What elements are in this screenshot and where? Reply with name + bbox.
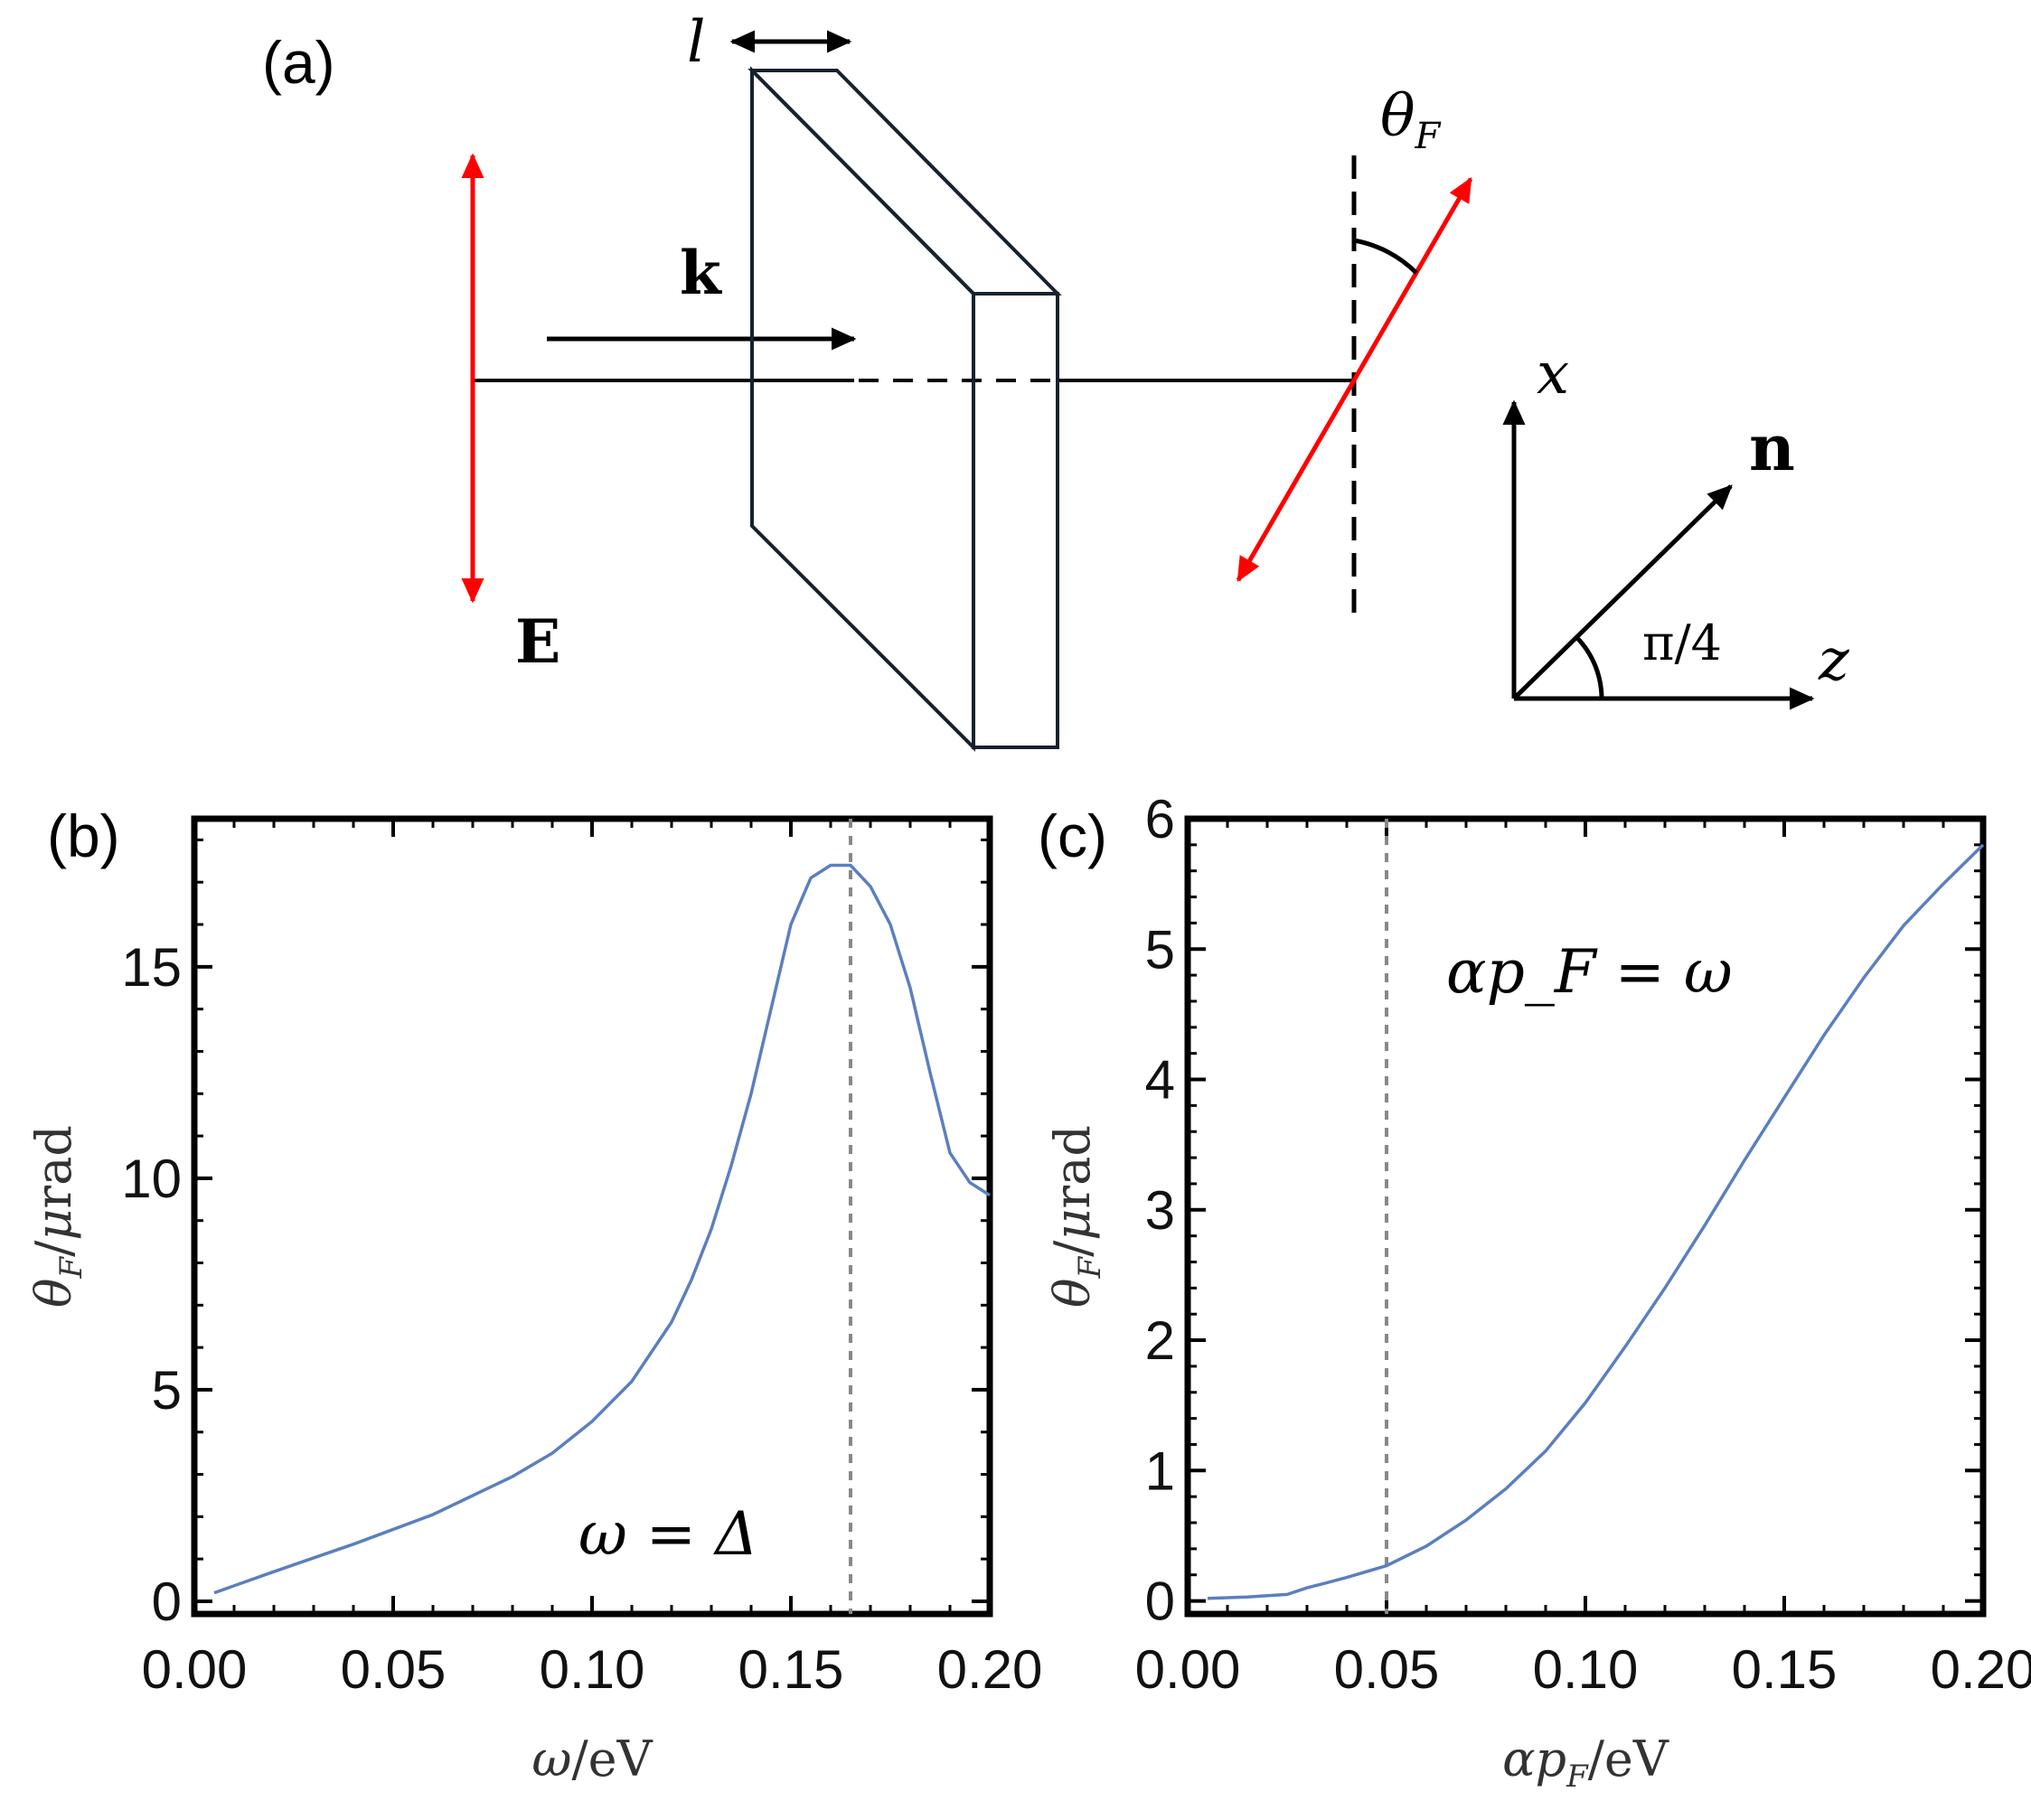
field-label: E (515, 606, 560, 677)
tick-marks-b (193, 819, 992, 1614)
y-tick-label: 1 (1145, 1440, 1175, 1501)
x-axis-label-b: ω/eV (531, 1731, 653, 1787)
axis-x-label: x (1537, 341, 1569, 408)
x-tick-label: 0.10 (540, 1639, 645, 1700)
chart-c: (c) 0.00 0.05 0.10 0.15 0.20 0 1 2 3 4 5 6 αp_F = ω… (1038, 789, 2031, 1795)
x-tick-label: 0.05 (341, 1639, 447, 1700)
y-axis-label-c: θF/μrad (1044, 1125, 1108, 1308)
schematic-panel: (a) E k l θF x z (262, 9, 1850, 752)
annotation-b: ω = Δ (578, 1499, 758, 1569)
tick-marks-c (1186, 817, 1985, 1614)
slab-front-face (750, 66, 975, 752)
pi-over-4-arc (1575, 635, 1604, 699)
annotation-c: αp_F = ω (1446, 937, 1733, 1007)
panel-label-a: (a) (262, 29, 335, 96)
x-tick-label: 0.15 (1732, 1639, 1838, 1700)
x-tick-label: 0.15 (738, 1639, 844, 1700)
vector-n-label: n (1749, 410, 1795, 485)
n-vector-arrow (1512, 484, 1733, 700)
y-tick-label: 6 (1145, 789, 1175, 849)
y-tick-label: 0 (152, 1571, 182, 1632)
x-tick-label: 0.05 (1334, 1639, 1440, 1700)
chart-b: (b) 0.00 0.05 0.10 0.15 0.20 0 5 10 15 ω = Δ ω/e… (25, 802, 1042, 1787)
tick-labels-b: 0.00 0.05 0.10 0.15 0.20 0 5 10 15 (121, 937, 1042, 1700)
slab-top-face (748, 69, 1062, 296)
slab-side-face (972, 292, 1059, 749)
y-tick-label: 15 (121, 937, 182, 998)
slab (748, 66, 1062, 752)
x-tick-label: 0.00 (1135, 1639, 1241, 1700)
x-tick-label: 0.20 (1931, 1639, 2031, 1700)
y-axis-label-b: θF/μrad (25, 1125, 89, 1308)
angle-label: π/4 (1642, 614, 1722, 671)
series-line-b (213, 863, 991, 1595)
y-tick-label: 5 (1145, 919, 1175, 980)
thickness-label: l (687, 9, 705, 76)
rotated-polarization-arrow (1236, 176, 1473, 583)
tick-labels-c: 0.00 0.05 0.10 0.15 0.20 0 1 2 3 4 5 6 (1135, 789, 2031, 1700)
x-axis-label-c: αpF/eV (1502, 1731, 1669, 1795)
axis-z-label: z (1818, 627, 1850, 694)
y-tick-label: 4 (1145, 1050, 1175, 1111)
plot-frame-b (191, 815, 993, 1618)
x-tick-label: 0.00 (142, 1639, 248, 1700)
y-tick-label: 0 (1145, 1571, 1175, 1632)
y-tick-label: 10 (121, 1149, 182, 1209)
x-tick-label: 0.10 (1533, 1639, 1639, 1700)
series-line-c (1207, 843, 1985, 1600)
y-tick-label: 2 (1145, 1310, 1175, 1371)
y-tick-label: 3 (1145, 1180, 1175, 1241)
panel-label-b: (b) (47, 802, 120, 869)
rotation-angle-arc (1353, 238, 1418, 275)
wavevector-label: k (680, 238, 722, 308)
panel-label-c: (c) (1038, 802, 1107, 869)
x-tick-label: 0.20 (937, 1639, 1043, 1700)
rotation-angle-label: θF (1380, 83, 1442, 157)
y-tick-label: 5 (152, 1360, 182, 1421)
